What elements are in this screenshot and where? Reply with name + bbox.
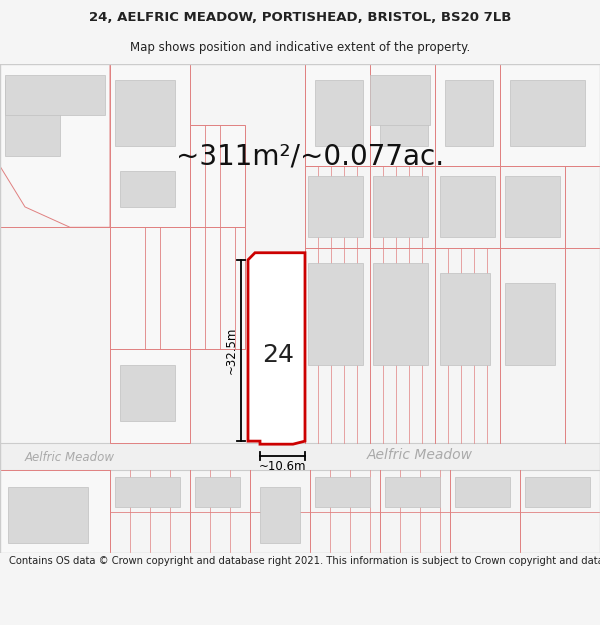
Bar bbox=[370, 74, 430, 126]
Bar bbox=[315, 477, 370, 508]
Bar bbox=[308, 176, 363, 238]
Bar bbox=[115, 79, 175, 146]
Bar bbox=[380, 79, 428, 146]
Bar bbox=[8, 487, 88, 543]
Bar bbox=[435, 64, 500, 166]
Bar bbox=[525, 477, 590, 508]
Bar bbox=[455, 477, 510, 508]
Bar bbox=[120, 365, 175, 421]
Bar bbox=[315, 79, 363, 146]
Bar bbox=[120, 171, 175, 207]
Bar bbox=[5, 79, 60, 156]
Bar bbox=[115, 477, 180, 508]
Bar bbox=[445, 79, 493, 146]
Bar bbox=[505, 176, 560, 238]
Bar bbox=[195, 477, 240, 508]
Polygon shape bbox=[0, 64, 110, 228]
Bar bbox=[190, 228, 245, 349]
Text: Map shows position and indicative extent of the property.: Map shows position and indicative extent… bbox=[130, 41, 470, 54]
Bar bbox=[373, 176, 428, 238]
Text: 24, AELFRIC MEADOW, PORTISHEAD, BRISTOL, BS20 7LB: 24, AELFRIC MEADOW, PORTISHEAD, BRISTOL,… bbox=[89, 11, 511, 24]
Bar bbox=[260, 487, 300, 543]
Text: ~311m²/~0.077ac.: ~311m²/~0.077ac. bbox=[176, 142, 444, 170]
Bar bbox=[258, 263, 298, 385]
Bar bbox=[500, 64, 600, 166]
Text: Contains OS data © Crown copyright and database right 2021. This information is : Contains OS data © Crown copyright and d… bbox=[9, 556, 600, 566]
Bar bbox=[505, 283, 555, 365]
Bar bbox=[370, 64, 435, 166]
Bar bbox=[305, 64, 370, 166]
Bar bbox=[308, 263, 363, 365]
Bar bbox=[385, 477, 440, 508]
Bar bbox=[510, 79, 585, 146]
Bar bbox=[190, 126, 245, 228]
Text: Aelfric Meadow: Aelfric Meadow bbox=[367, 448, 473, 462]
Bar bbox=[5, 74, 105, 115]
Polygon shape bbox=[248, 253, 305, 444]
Text: Aelfric Meadow: Aelfric Meadow bbox=[25, 451, 115, 464]
Text: ~10.6m: ~10.6m bbox=[259, 460, 306, 473]
Bar bbox=[440, 273, 490, 365]
Bar bbox=[0, 469, 110, 553]
Bar bbox=[0, 443, 600, 469]
Text: 24: 24 bbox=[262, 342, 294, 367]
Bar bbox=[110, 64, 190, 228]
Bar bbox=[440, 176, 495, 238]
Bar bbox=[110, 228, 190, 443]
Text: ~32.5m: ~32.5m bbox=[224, 327, 238, 374]
Bar bbox=[373, 263, 428, 365]
